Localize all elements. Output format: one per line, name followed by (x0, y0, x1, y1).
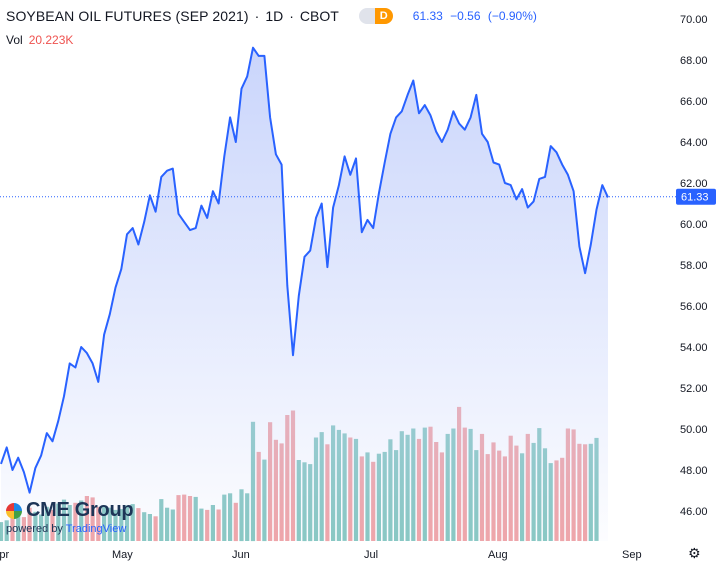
time-axis-label: May (112, 549, 133, 561)
gear-icon[interactable]: ⚙ (688, 545, 701, 561)
price-axis-label: 70.00 (680, 14, 708, 26)
time-axis-label: Sep (622, 549, 642, 561)
time-axis[interactable]: Apr May Jun Jul Aug Sep (0, 549, 642, 561)
time-axis-label: Apr (0, 549, 9, 561)
change-text: −0.56 (450, 9, 481, 23)
market-status-icon (358, 8, 375, 24)
logo-text: CME Group (26, 499, 134, 521)
time-axis-label: Jul (364, 549, 378, 561)
last-price-text: 61.33 (412, 9, 443, 23)
price-area-fill (1, 47, 608, 541)
price-axis-label: 46.00 (680, 506, 708, 518)
last-price-value: 61.33 (681, 192, 709, 204)
price-axis-label: 54.00 (680, 342, 708, 354)
globe-icon (6, 502, 22, 519)
tradingview-link[interactable]: TradingView (65, 523, 127, 535)
time-axis-label: Jun (232, 549, 250, 561)
price-axis[interactable]: 70.00 68.00 66.00 64.00 62.00 60.00 58.00 56.00… (680, 14, 708, 518)
price-axis-label: 52.00 (680, 383, 708, 395)
price-axis-label: 64.00 (680, 137, 708, 149)
volume-legend[interactable]: Vol 20.223K (6, 33, 73, 47)
price-axis-label: 68.00 (680, 55, 708, 67)
price-axis-label: 62.00 (680, 178, 708, 190)
price-axis-label: 66.00 (680, 96, 708, 108)
price-line (0, 46, 609, 494)
quote-values: 61.33 −0.56 (−0.90%) (413, 9, 541, 23)
cme-logo[interactable]: CME Group powered by TradingView (6, 499, 134, 535)
market-status-badges[interactable]: D (358, 8, 393, 24)
price-axis-label: 50.00 (680, 424, 708, 436)
last-price-label: 61.33 (676, 188, 716, 205)
change-percent-text: (−0.90%) (487, 9, 537, 23)
interval-label[interactable]: 1D (265, 8, 284, 24)
symbol-title[interactable]: SOYBEAN OIL FUTURES (SEP 2021) (6, 8, 249, 24)
separator: · (289, 8, 294, 24)
price-axis-label: 60.00 (680, 219, 708, 231)
time-axis-label: Aug (488, 549, 508, 561)
exchange-label: CBOT (299, 8, 339, 24)
price-axis-label: 56.00 (680, 301, 708, 313)
volume-value: 20.223K (28, 33, 74, 47)
chart-legend[interactable]: SOYBEAN OIL FUTURES (SEP 2021) · 1D · CB… (6, 6, 541, 26)
price-axis-label: 58.00 (680, 260, 708, 272)
delayed-badge[interactable]: D (374, 8, 393, 24)
separator: · (254, 8, 260, 24)
powered-by-text: powered by (6, 523, 63, 535)
volume-label: Vol (6, 33, 23, 47)
price-axis-label: 48.00 (680, 465, 708, 477)
